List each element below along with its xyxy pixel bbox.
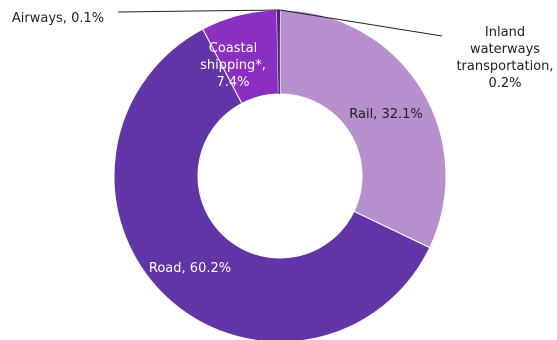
data-label-coastal-shipping: Coastal shipping*, 7.4%	[200, 41, 266, 90]
data-label-line: waterways	[470, 42, 540, 57]
data-label-line: Airways, 0.1%	[12, 11, 104, 26]
data-label-rail: Rail, 32.1%	[349, 107, 423, 122]
data-label-airways: Airways, 0.1%	[12, 11, 104, 26]
slice-airways	[278, 10, 280, 95]
data-label-line: Coastal	[209, 41, 257, 56]
data-label-inland-waterways-transportation: Inland waterways transportation, 0.2%	[456, 25, 553, 91]
data-label-line: 0.2%	[488, 76, 521, 91]
data-label-road: Road, 60.2%	[149, 261, 231, 276]
slice-inland-waterways-transportation	[276, 10, 280, 95]
slice-rail	[279, 9, 447, 249]
slice-road	[113, 28, 431, 340]
data-label-line: Inland	[485, 25, 525, 40]
leader-line-airways	[117, 9, 281, 13]
data-label-line: transportation,	[456, 59, 553, 74]
leader-line-inland-waterways	[279, 9, 443, 37]
data-label-line: shipping*,	[200, 58, 266, 73]
data-label-line: Road, 60.2%	[149, 261, 231, 276]
data-label-line: 7.4%	[216, 75, 249, 90]
data-label-line: Rail, 32.1%	[349, 107, 423, 122]
